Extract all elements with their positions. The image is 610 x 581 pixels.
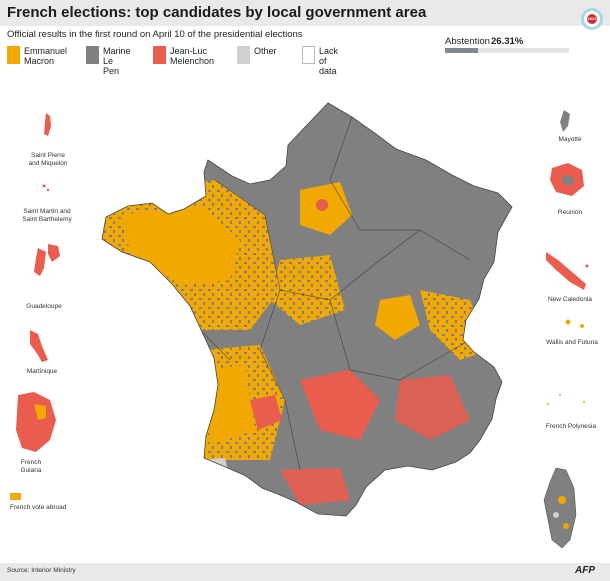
abstention-bar (445, 48, 569, 53)
legend-label: Emmanuel Macron (24, 46, 68, 66)
legend-swatch (7, 46, 20, 64)
label-martinique: Martinique (26, 368, 58, 375)
legend-label: Other (254, 46, 277, 56)
legend-label: Jean-Luc Melenchon (170, 46, 215, 66)
abroad-label: French vote abroad (10, 504, 67, 511)
label-reunion: Reunion (557, 209, 583, 216)
legend-swatch (237, 46, 250, 64)
legend-swatch (86, 46, 99, 64)
afp-logo: AFP (575, 565, 595, 576)
title-bar: French elections: top candidates by loca… (0, 0, 610, 26)
results-map (16, 102, 589, 549)
abstention-value: 26.31% (491, 36, 524, 47)
label-new-caledonia: New Caledonia (547, 296, 593, 303)
label-french-guiana: French Guiana (20, 459, 42, 474)
abroad-swatch (10, 493, 21, 500)
label-saint-pierre: Saint Pierre and Miquelon (28, 152, 68, 167)
legend-label: Marine Le Pen (103, 46, 131, 76)
abstention-bar-fill (445, 48, 478, 53)
legend-swatch (153, 46, 166, 64)
label-mayotte: Mayotte (558, 136, 582, 143)
legend-label: Lack of data (319, 46, 339, 76)
label-guadeloupe: Guadeloupe (26, 303, 62, 310)
footer: Source: Interior Ministry AFP (0, 563, 610, 581)
label-wallis-futuna: Wallis and Futuna (546, 339, 598, 346)
abstention-label: Abstention (445, 36, 490, 47)
badge-year-text: 2022 (587, 14, 597, 24)
legend-swatch (302, 46, 315, 64)
source-note: Source: Interior Ministry (7, 567, 76, 574)
label-saint-martin: Saint Martin and Saint Barthelemy (22, 208, 72, 223)
election-year-badge: 2022 (581, 8, 603, 30)
subtitle: Official results in the first round on A… (7, 29, 303, 40)
page-title: French elections: top candidates by loca… (7, 4, 427, 21)
label-french-polynesia: French Polynesia (545, 423, 597, 430)
